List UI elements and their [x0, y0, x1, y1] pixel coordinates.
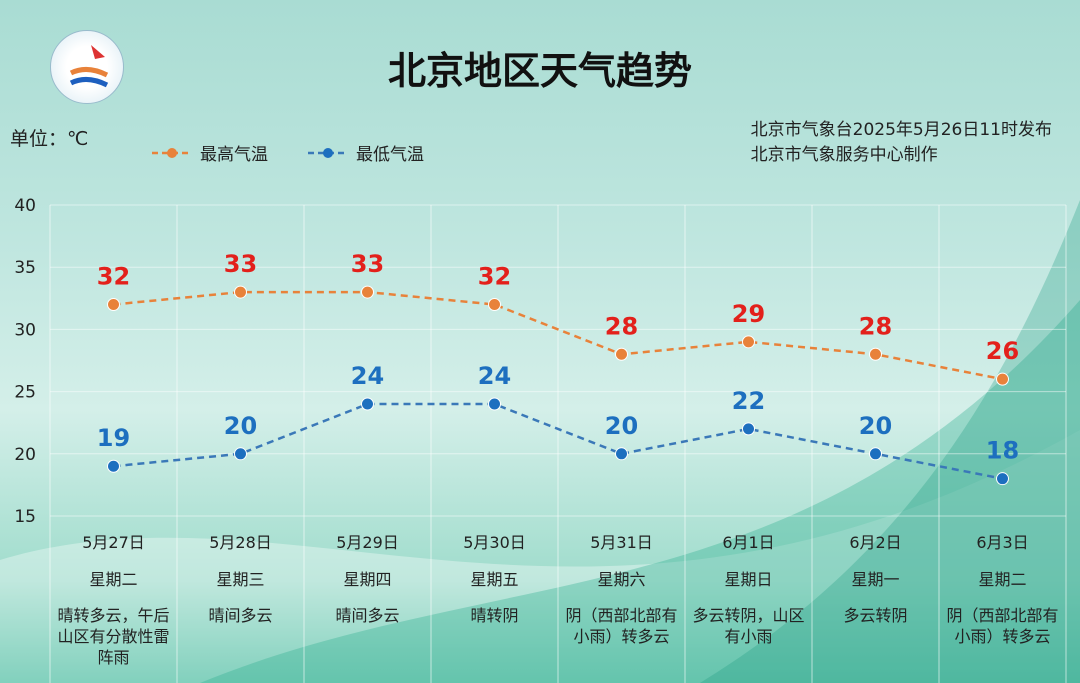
data-point — [742, 422, 755, 436]
data-label: 28 — [859, 312, 892, 340]
weather-description: 晴转阴 — [470, 606, 519, 625]
date-label: 5月30日 — [463, 533, 526, 552]
weather-description: 晴间多云 — [335, 606, 400, 625]
data-label: 24 — [351, 362, 384, 390]
weather-description: 晴间多云 — [208, 606, 273, 625]
date-label: 6月1日 — [722, 533, 775, 552]
weather-description: 多云转阴，山区有小雨 — [692, 606, 805, 646]
weather-description: 阴（西部北部有小雨）转多云 — [565, 606, 678, 646]
weekday-label: 星期五 — [470, 570, 519, 589]
data-label: 20 — [224, 412, 257, 440]
legend-low-label: 最低气温 — [356, 145, 424, 165]
weekday-label: 星期三 — [216, 570, 265, 589]
data-label: 29 — [732, 300, 765, 328]
data-point — [742, 335, 755, 349]
weekday-label: 星期四 — [343, 570, 392, 589]
data-label: 20 — [605, 412, 638, 440]
data-point — [107, 298, 120, 312]
data-point — [234, 285, 247, 299]
data-point — [488, 397, 501, 411]
data-point — [869, 447, 882, 461]
date-label: 5月27日 — [82, 533, 145, 552]
y-tick-label: 15 — [14, 507, 36, 527]
publisher-info: 北京市气象台2025年5月26日11时发布 北京市气象服务中心制作 — [751, 118, 1052, 168]
y-tick-label: 30 — [14, 320, 36, 340]
weather-description: 阴（西部北部有小雨）转多云 — [946, 606, 1059, 646]
data-point — [996, 472, 1009, 486]
data-label: 18 — [986, 437, 1019, 465]
legend-high-label: 最高气温 — [200, 145, 268, 165]
weekday-label: 星期六 — [597, 570, 646, 589]
weekday-label: 星期二 — [978, 570, 1027, 589]
data-label: 33 — [351, 250, 384, 278]
data-label: 22 — [732, 387, 765, 415]
legend-high-marker-icon — [152, 147, 192, 158]
data-label: 32 — [97, 263, 130, 291]
y-tick-label: 20 — [14, 445, 36, 465]
data-point — [107, 459, 120, 473]
weekday-label: 星期日 — [724, 570, 773, 589]
data-point — [869, 347, 882, 361]
date-label: 5月29日 — [336, 533, 399, 552]
date-label: 5月28日 — [209, 533, 272, 552]
series-line-low — [113, 402, 1003, 480]
producer-line: 北京市气象服务中心制作 — [750, 145, 938, 165]
series-line-high — [113, 290, 1003, 381]
data-point — [361, 285, 374, 299]
weekday-label: 星期二 — [89, 570, 138, 589]
y-tick-label: 40 — [14, 196, 36, 216]
y-tick-label: 35 — [14, 258, 36, 278]
data-point — [234, 447, 247, 461]
unit-label: 单位：℃ — [10, 128, 89, 150]
data-point — [615, 347, 628, 361]
page-title: 北京地区天气趋势 — [387, 49, 692, 93]
data-point — [488, 298, 501, 312]
weekday-label: 星期一 — [851, 570, 900, 589]
date-label: 6月2日 — [849, 533, 902, 552]
weather-description: 多云转阴 — [843, 606, 908, 625]
data-label: 20 — [859, 412, 892, 440]
data-label: 26 — [986, 337, 1019, 365]
data-point — [615, 447, 628, 461]
data-point — [361, 397, 374, 411]
data-label: 19 — [97, 424, 130, 452]
legend-high: 最高气温 — [150, 140, 268, 165]
data-point — [996, 372, 1009, 386]
data-label: 32 — [478, 263, 511, 291]
data-label: 28 — [605, 312, 638, 340]
date-label: 6月3日 — [976, 533, 1029, 552]
legend-low-marker-icon — [308, 147, 348, 158]
data-label: 33 — [224, 250, 257, 278]
weather-description: 晴转多云，午后山区有分散性雷阵雨 — [57, 606, 170, 667]
data-label: 24 — [478, 362, 511, 390]
y-tick-label: 25 — [14, 383, 36, 403]
date-label: 5月31日 — [590, 533, 653, 552]
legend-low: 最低气温 — [306, 140, 424, 165]
publish-line: 北京市气象台2025年5月26日11时发布 — [750, 120, 1052, 140]
meteorological-service-logo — [50, 30, 124, 104]
